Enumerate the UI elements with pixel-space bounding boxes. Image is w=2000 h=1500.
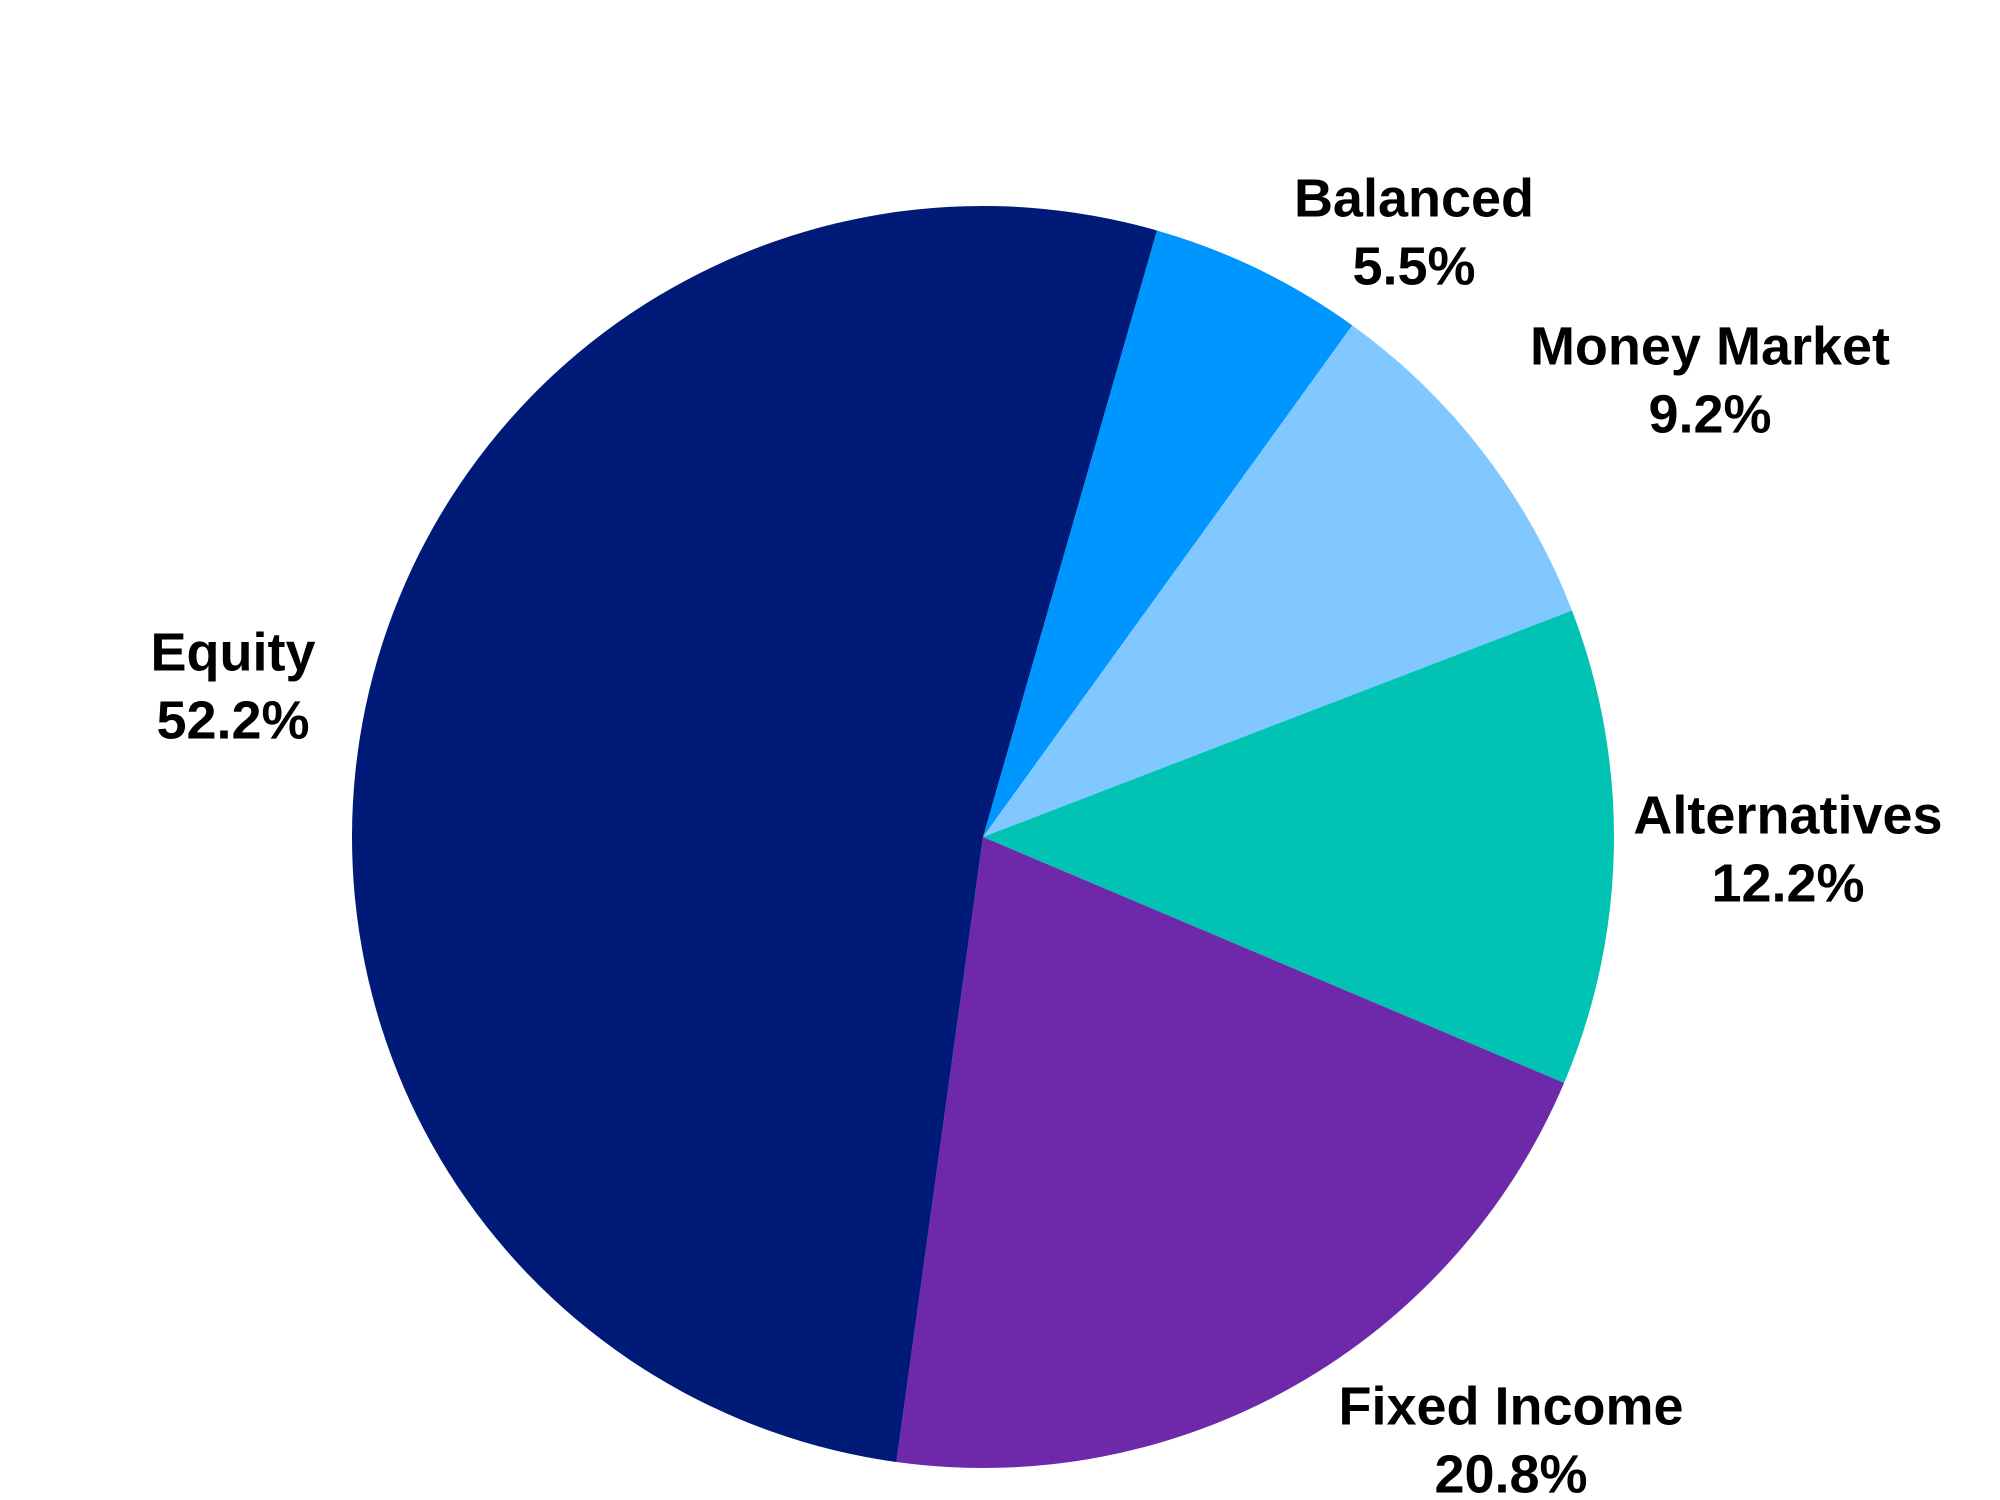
slice-value-label: 12.2%	[1711, 853, 1864, 913]
slice-label: Balanced	[1294, 168, 1534, 228]
pie-slice	[983, 325, 1572, 837]
slice-value-label: 52.2%	[156, 690, 309, 750]
slice-value-label: 9.2%	[1648, 384, 1771, 444]
pie-slice	[352, 206, 1157, 1463]
pie-slice	[896, 837, 1565, 1468]
slice-value-label: 20.8%	[1434, 1444, 1587, 1500]
slice-label: Money Market	[1530, 316, 1890, 376]
slice-label: Fixed Income	[1338, 1376, 1683, 1436]
slice-label: Alternatives	[1633, 785, 1942, 845]
pie-slice	[983, 610, 1614, 1083]
slice-label: Equity	[150, 622, 315, 682]
pie-slice	[983, 230, 1353, 838]
slice-value-label: 5.5%	[1352, 236, 1475, 296]
